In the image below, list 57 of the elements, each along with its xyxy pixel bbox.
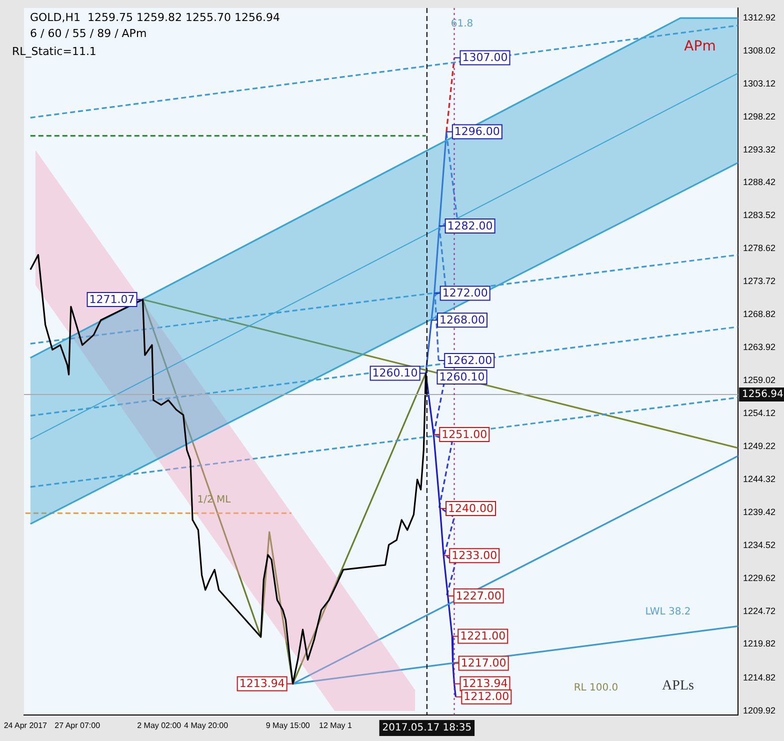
annotation: 1307.00 — [462, 51, 508, 64]
y-tick-label: 1254.12 — [743, 408, 776, 418]
y-tick-label: 1214.82 — [743, 672, 776, 682]
annotation: 1217.00 — [460, 656, 506, 670]
annotation: 1213.94 — [239, 677, 285, 690]
annotation: 1260.10 — [439, 370, 485, 384]
annotation: 1251.00 — [442, 428, 488, 441]
annotation: 1227.00 — [456, 589, 502, 602]
annotation: 1262.00 — [446, 354, 492, 367]
y-tick-label: 1244.32 — [743, 474, 776, 484]
y-tick-label: 1298.22 — [743, 111, 776, 122]
y-tick-label: 1239.42 — [743, 506, 776, 517]
annotation: APLs — [662, 678, 694, 694]
y-tick-label: 1283.52 — [743, 210, 776, 220]
x-tick-label: 2 May 02:00 — [137, 721, 182, 730]
x-tick-label: 24 Apr 2017 — [4, 721, 48, 730]
y-tick-label: 1249.22 — [743, 440, 776, 451]
annotation: APm — [684, 38, 716, 55]
annotation: 1260.10 — [372, 366, 418, 380]
chart-title: GOLD,H1 1259.75 1259.82 1255.70 1256.94 — [30, 11, 280, 24]
annotation: 61.8 — [450, 18, 474, 30]
y-tick-label: 1259.02 — [743, 375, 776, 386]
x-tick-label: 4 May 20:00 — [184, 721, 229, 730]
annotation: RL 100.0 — [574, 682, 618, 694]
annotation: 1213.94 — [462, 677, 508, 690]
annotation: 1221.00 — [460, 630, 506, 643]
y-tick-label: 1263.92 — [743, 342, 776, 352]
y-tick-label: 1293.32 — [743, 144, 776, 154]
annotation: 1268.00 — [439, 313, 485, 326]
annotation: 1240.00 — [448, 502, 494, 515]
text: 6 / 60 / 55 / 89 / APm — [30, 27, 147, 40]
ref-line-label: 1256.94 — [742, 389, 784, 400]
annotation: 1212.00 — [464, 690, 510, 704]
annotation: RL_Static=11.1 — [12, 44, 96, 58]
y-tick-label: 1303.12 — [743, 78, 776, 88]
y-tick-label: 1312.92 — [743, 12, 776, 22]
y-tick-label: 1224.72 — [743, 606, 776, 616]
y-tick-label: 1268.82 — [743, 309, 776, 320]
y-tick-label: 1234.52 — [743, 540, 776, 550]
y-tick-label: 1273.72 — [743, 276, 776, 286]
annotation: LWL 38.2 — [645, 606, 691, 618]
y-tick-label: 1278.62 — [743, 243, 776, 254]
annotation: 1272.00 — [442, 286, 488, 300]
x-tick-label: 9 May 15:00 — [266, 721, 310, 730]
annotation: 1282.00 — [447, 219, 493, 232]
x-tick-label: 12 May 1 — [319, 721, 352, 730]
y-tick-label: 1288.42 — [743, 177, 776, 188]
x-tick-label: 27 Apr 07:00 — [54, 721, 101, 730]
y-tick-label: 1209.92 — [743, 705, 776, 716]
y-tick-label: 1308.02 — [743, 45, 776, 56]
annotation: 1296.00 — [454, 125, 500, 138]
y-tick-label: 1229.62 — [743, 572, 776, 583]
annotation: 1271.07 — [89, 292, 135, 306]
annotation: 1233.00 — [452, 548, 498, 562]
y-tick-label: 1219.82 — [743, 638, 776, 649]
ref-line-label: 2017.05.17 18:35 — [382, 722, 472, 734]
annotation: 1/2 ML — [197, 494, 232, 506]
